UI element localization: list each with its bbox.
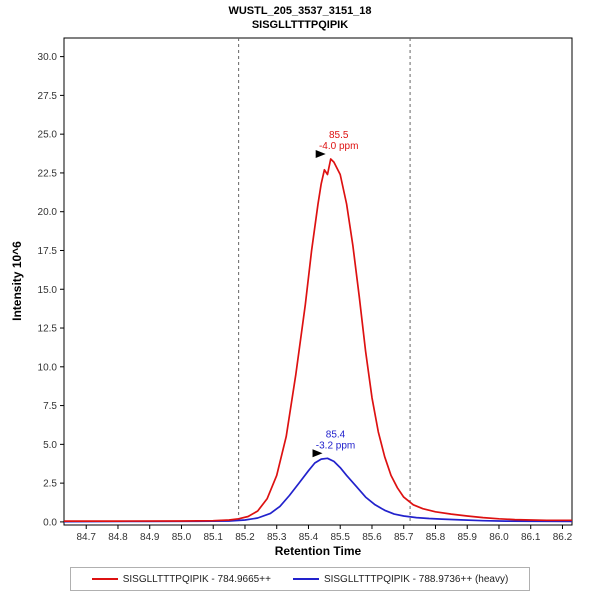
peak-apex-arrow-icon	[312, 449, 323, 458]
x-tick-label: 86.2	[553, 532, 573, 543]
peak-ppm-annotation: -3.2 ppm	[316, 440, 355, 451]
chromatogram-plot[interactable]: 84.7 84.8 84.9 85.0 85.1 85.2 85.3 85.4 85.5 85.6…	[0, 0, 600, 560]
peak-rt-annotation: 85.4	[326, 429, 346, 440]
plot-border	[63, 37, 573, 526]
x-tick-label: 86.0	[489, 532, 509, 543]
legend-box: SISGLLTTTPQIPIK - 784.9665++ SISGLLTTTPQ…	[70, 567, 530, 591]
x-tick-label: 84.9	[140, 532, 160, 543]
peak-rt-annotation: 85.5	[329, 130, 349, 141]
x-tick-label: 85.7	[394, 532, 414, 543]
y-tick-label: 0.0	[43, 517, 57, 528]
x-tick-label: 85.9	[457, 532, 477, 543]
legend-line-sample-light	[91, 578, 118, 580]
chromatogram-trace	[63, 457, 573, 523]
chromatogram-trace	[64, 158, 572, 522]
y-tick-label: 7.5	[43, 401, 57, 412]
y-tick-label: 15.0	[38, 285, 58, 296]
y-tick-label: 27.5	[38, 91, 58, 102]
y-tick-label: 5.0	[43, 440, 57, 451]
y-tick-label: 10.0	[38, 362, 58, 373]
y-tick-label: 25.0	[38, 130, 58, 141]
y-tick-label: 20.0	[38, 207, 58, 218]
x-tick-label: 85.1	[203, 532, 223, 543]
x-tick-label: 86.1	[521, 532, 541, 543]
y-axis-label: Intensity 10^6	[10, 241, 24, 321]
x-axis-label: Retention Time	[274, 544, 362, 558]
legend-label-heavy: SISGLLTTTPQIPIK - 788.9736++ (heavy)	[323, 573, 509, 585]
x-tick-label: 85.3	[267, 532, 287, 543]
legend-line-sample-heavy	[292, 578, 319, 580]
legend-label-light: SISGLLTTTPQIPIK - 784.9665++	[122, 573, 271, 585]
x-tick-label: 84.7	[76, 532, 96, 543]
y-tick-label: 12.5	[38, 324, 58, 335]
y-tick-label: 22.5	[38, 168, 58, 179]
legend-item-heavy: SISGLLTTTPQIPIK - 788.9736++ (heavy)	[292, 573, 509, 585]
y-tick-label: 17.5	[38, 246, 58, 257]
peak-ppm-annotation: -4.0 ppm	[319, 141, 358, 152]
y-tick-label: 30.0	[38, 52, 58, 63]
x-tick-label: 85.2	[235, 532, 255, 543]
chart-subtitle-peptide: SISGLLTTTPQIPIK	[251, 19, 349, 31]
legend-item-light: SISGLLTTTPQIPIK - 784.9665++	[91, 573, 271, 585]
x-tick-label: 85.8	[426, 532, 446, 543]
chart-title: WUSTL_205_3537_3151_18	[228, 5, 372, 17]
x-tick-label: 84.8	[108, 532, 128, 543]
x-tick-label: 85.4	[299, 532, 319, 543]
x-tick-label: 85.0	[172, 532, 192, 543]
y-tick-label: 2.5	[43, 479, 57, 490]
x-tick-label: 85.6	[362, 532, 382, 543]
x-tick-label: 85.5	[330, 532, 350, 543]
peak-apex-arrow-icon	[315, 149, 326, 158]
